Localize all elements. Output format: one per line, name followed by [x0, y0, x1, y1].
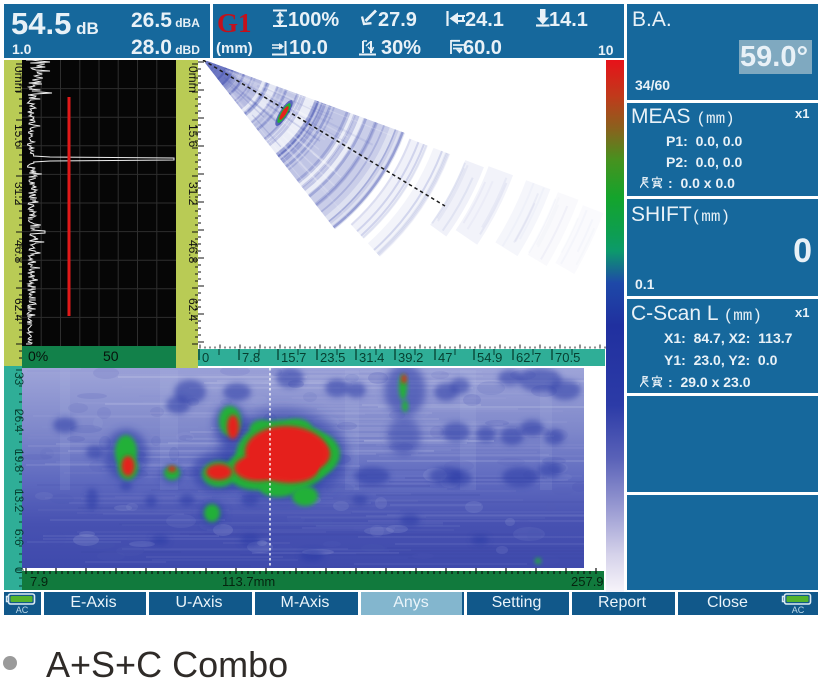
- svg-text:33: 33: [12, 372, 26, 386]
- svg-text:47: 47: [438, 350, 452, 365]
- svg-text:15.6: 15.6: [186, 124, 200, 148]
- svg-text:0mm: 0mm: [186, 66, 200, 93]
- svg-text:31.4: 31.4: [359, 350, 384, 365]
- svg-text:23.5: 23.5: [320, 350, 345, 365]
- svg-text:62.7: 62.7: [516, 350, 541, 365]
- svg-text:AC: AC: [16, 605, 29, 615]
- svg-text:39.2: 39.2: [398, 350, 423, 365]
- svg-text:70.5: 70.5: [555, 350, 580, 365]
- svg-text:6.6: 6.6: [12, 529, 26, 546]
- svg-text:AC: AC: [792, 605, 805, 615]
- svg-text:7.8: 7.8: [242, 350, 260, 365]
- svg-text:54.9: 54.9: [477, 350, 502, 365]
- svg-text:31.2: 31.2: [186, 182, 200, 206]
- svg-text:0: 0: [202, 350, 209, 365]
- svg-text:19.8: 19.8: [12, 449, 26, 473]
- svg-text:62.4: 62.4: [186, 298, 200, 322]
- svg-text:26.4: 26.4: [12, 409, 26, 433]
- svg-text:46.8: 46.8: [186, 240, 200, 264]
- svg-text:15.7: 15.7: [281, 350, 306, 365]
- svg-text:13.2: 13.2: [12, 489, 26, 513]
- svg-text:0: 0: [12, 567, 26, 574]
